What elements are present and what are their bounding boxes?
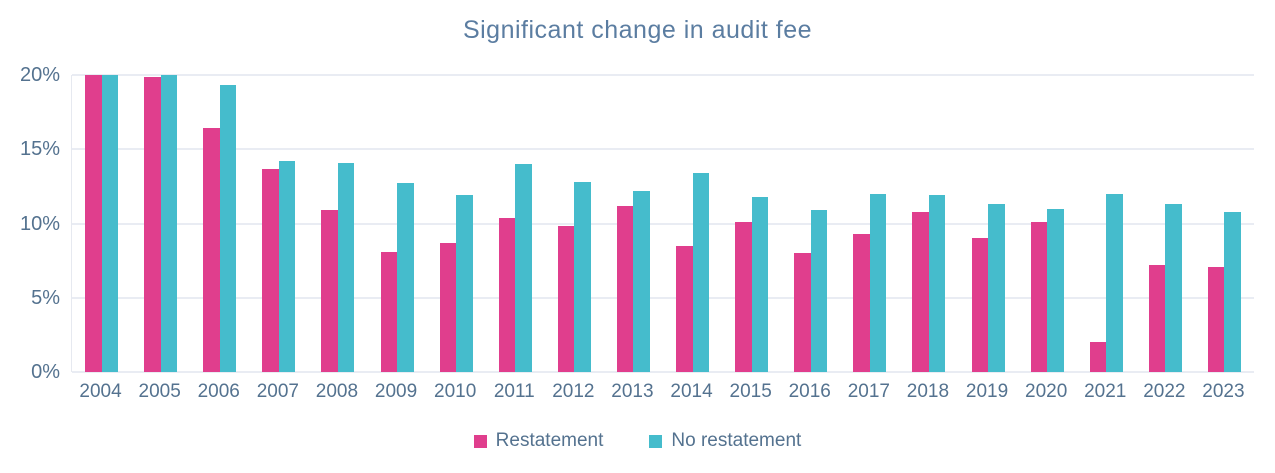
x-axis-tick-label: 2019 — [965, 381, 1009, 402]
x-axis-tick-label: 2017 — [847, 381, 890, 402]
bar-restatement-2019 — [971, 238, 989, 372]
legend: Restatement No restatement — [0, 430, 1275, 452]
bar-no-restatement-2015 — [751, 196, 769, 372]
bar-restatement-2004 — [85, 75, 102, 372]
x-axis-tick-label: 2018 — [906, 381, 950, 402]
bar-no-restatement-2019 — [988, 204, 1005, 372]
legend-swatch-icon — [473, 434, 487, 448]
bar-restatement-2014 — [676, 245, 693, 372]
x-axis-tick-label: 2004 — [79, 381, 122, 402]
gridline — [72, 222, 1254, 225]
bar-restatement-2017 — [853, 233, 870, 372]
y-axis-tick-label: 15% — [19, 138, 60, 161]
bar-no-restatement-2004 — [101, 75, 119, 372]
x-axis-tick-label: 2020 — [1025, 381, 1068, 402]
plot-area — [71, 74, 1254, 373]
bar-restatement-2013 — [616, 205, 634, 372]
bar-restatement-2010 — [439, 242, 457, 372]
x-axis-tick-label: 2013 — [611, 381, 654, 402]
gridline — [72, 296, 1254, 299]
bar-no-restatement-2007 — [278, 161, 296, 372]
bar-restatement-2005 — [144, 76, 161, 372]
bar-no-restatement-2014 — [692, 173, 710, 372]
x-axis-tick-label: 2016 — [788, 381, 831, 402]
x-axis-tick-label: 2010 — [434, 381, 477, 402]
bar-restatement-2018 — [912, 211, 929, 372]
bar-restatement-2007 — [262, 168, 279, 372]
bar-no-restatement-2022 — [1165, 204, 1182, 372]
x-axis-tick-label: 2014 — [670, 381, 713, 402]
bar-restatement-2006 — [203, 128, 220, 372]
bar-no-restatement-2023 — [1224, 211, 1241, 372]
x-axis-tick-label: 2015 — [729, 381, 772, 402]
x-axis-tick-label: 2011 — [493, 381, 535, 402]
bar-restatement-2016 — [794, 253, 811, 372]
bar-no-restatement-2017 — [869, 193, 887, 372]
bar-no-restatement-2018 — [928, 195, 946, 372]
gridline — [72, 148, 1254, 151]
bar-restatement-2008 — [321, 210, 338, 372]
bar-restatement-2011 — [498, 217, 516, 372]
gridline — [72, 74, 1254, 76]
y-axis-tick-label: 0% — [31, 361, 60, 383]
x-axis-tick-label: 2006 — [197, 381, 240, 402]
bar-no-restatement-2006 — [219, 85, 237, 372]
legend-item-restatement: Restatement — [473, 430, 604, 452]
y-axis-tick-label: 20% — [19, 64, 60, 86]
bar-restatement-2012 — [557, 226, 575, 372]
x-axis-tick-label: 2023 — [1202, 381, 1245, 402]
x-axis-tick-label: 2008 — [315, 381, 359, 402]
x-axis-tick-label: 2005 — [138, 381, 181, 402]
bar-no-restatement-2009 — [397, 183, 414, 372]
bar-no-restatement-2020 — [1047, 208, 1064, 372]
y-axis-tick-label: 10% — [19, 212, 60, 235]
legend-item-no-restatement: No restatement — [649, 430, 801, 452]
y-axis-tick-label: 5% — [31, 286, 60, 309]
x-axis-tick-label: 2012 — [552, 381, 595, 402]
bar-no-restatement-2011 — [515, 164, 532, 372]
legend-label: Restatement — [495, 430, 604, 451]
bar-no-restatement-2012 — [574, 181, 591, 372]
bar-no-restatement-2016 — [810, 210, 828, 372]
bar-no-restatement-2010 — [456, 195, 473, 372]
bar-restatement-2022 — [1148, 265, 1166, 372]
gridline — [72, 371, 1254, 373]
x-axis-tick-label: 2021 — [1084, 381, 1127, 402]
legend-label: No restatement — [671, 430, 802, 451]
bar-restatement-2023 — [1207, 266, 1225, 372]
bar-no-restatement-2005 — [160, 75, 178, 372]
bar-no-restatement-2008 — [337, 162, 355, 372]
x-axis-tick-label: 2022 — [1143, 381, 1186, 402]
bar-restatement-2021 — [1089, 342, 1107, 372]
bar-restatement-2015 — [735, 222, 752, 372]
legend-swatch-icon — [649, 434, 663, 448]
bar-no-restatement-2021 — [1106, 193, 1123, 372]
x-axis-tick-label: 2009 — [374, 381, 418, 402]
bar-no-restatement-2013 — [633, 190, 650, 372]
bar-restatement-2020 — [1030, 222, 1048, 372]
bar-restatement-2009 — [380, 251, 398, 372]
x-axis-tick-label: 2007 — [256, 381, 299, 402]
chart-title: Significant change in audit fee — [462, 16, 813, 44]
